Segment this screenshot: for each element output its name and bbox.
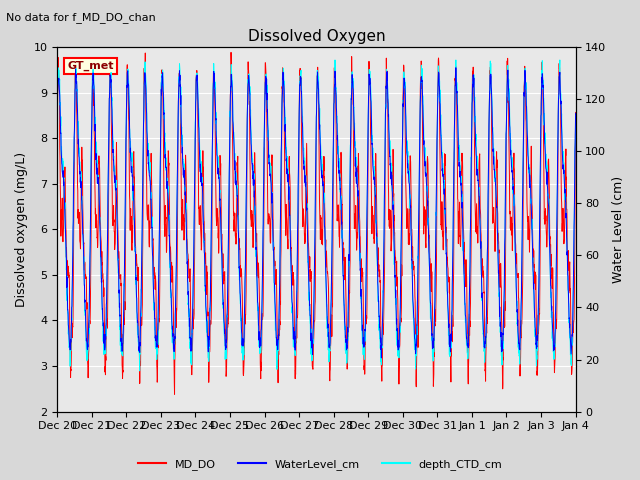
Legend: MD_DO, WaterLevel_cm, depth_CTD_cm: MD_DO, WaterLevel_cm, depth_CTD_cm [133, 455, 507, 474]
Y-axis label: Water Level (cm): Water Level (cm) [612, 176, 625, 283]
Text: GT_met: GT_met [68, 61, 114, 71]
Text: No data for f_MD_DO_chan: No data for f_MD_DO_chan [6, 12, 156, 23]
Y-axis label: Dissolved oxygen (mg/L): Dissolved oxygen (mg/L) [15, 152, 28, 307]
Title: Dissolved Oxygen: Dissolved Oxygen [248, 29, 385, 44]
